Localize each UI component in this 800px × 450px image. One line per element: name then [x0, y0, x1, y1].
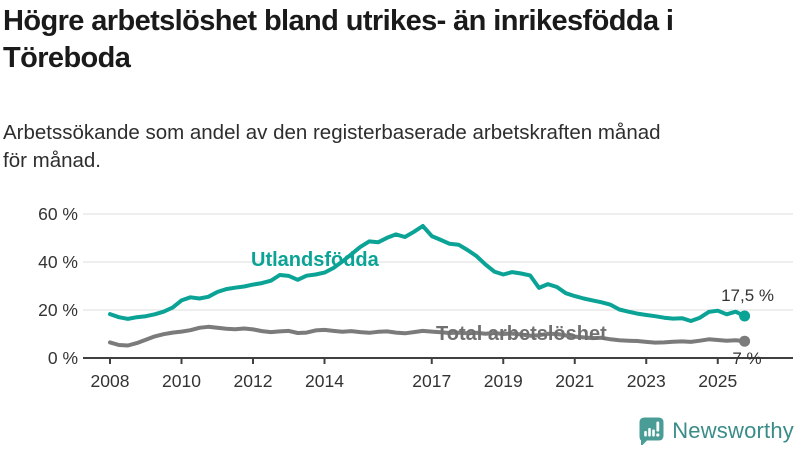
y-tick-label-60: 60 % [38, 204, 78, 224]
y-tick-label-40: 40 % [38, 252, 78, 272]
x-tick-label-2021: 2021 [555, 371, 594, 391]
newsworthy-wordmark: Newsworthy [672, 418, 794, 443]
series-label-total-arbetsloshet: Total arbetslöshet [436, 323, 607, 345]
page-title: Högre arbetslöshet bland utrikes- än inr… [3, 3, 799, 77]
x-tick-label-2010: 2010 [162, 371, 201, 391]
x-tick-label-2019: 2019 [484, 371, 523, 391]
chart-subtitle: Arbetssökande som andel av den registerb… [3, 119, 793, 175]
x-tick-label-2012: 2012 [234, 371, 273, 391]
title-line-2: Töreboda [3, 42, 131, 74]
x-tick-label-2023: 2023 [627, 371, 666, 391]
total-end-dot [739, 335, 751, 347]
x-tick-label-2017: 2017 [412, 371, 451, 391]
y-tick-label-20: 20 % [38, 300, 78, 320]
subtitle-line-1: Arbetssökande som andel av den registerb… [3, 121, 661, 144]
x-tick-label-2014: 2014 [305, 371, 344, 391]
end-value-label-total: 7 % [732, 349, 762, 368]
utlandsfodda-line [108, 224, 747, 323]
title-line-1: Högre arbetslöshet bland utrikes- än inr… [3, 5, 674, 37]
subtitle-line-2: för månad. [3, 149, 101, 172]
x-tick-label-2008: 2008 [91, 371, 130, 391]
x-tick-label-2025: 2025 [698, 371, 737, 391]
newsworthy-speech-bubble-bar-chart-icon [639, 417, 664, 445]
end-value-label-utlandsfodda: 17,5 % [721, 286, 774, 305]
utlandsfodda-end-dot [739, 310, 751, 322]
newsworthy-logo[interactable]: Newsworthy [639, 417, 794, 445]
y-tick-label-0: 0 % [48, 348, 78, 368]
series-label-utlandsfodda: Utlandsfödda [251, 249, 379, 271]
total-line [108, 324, 747, 348]
